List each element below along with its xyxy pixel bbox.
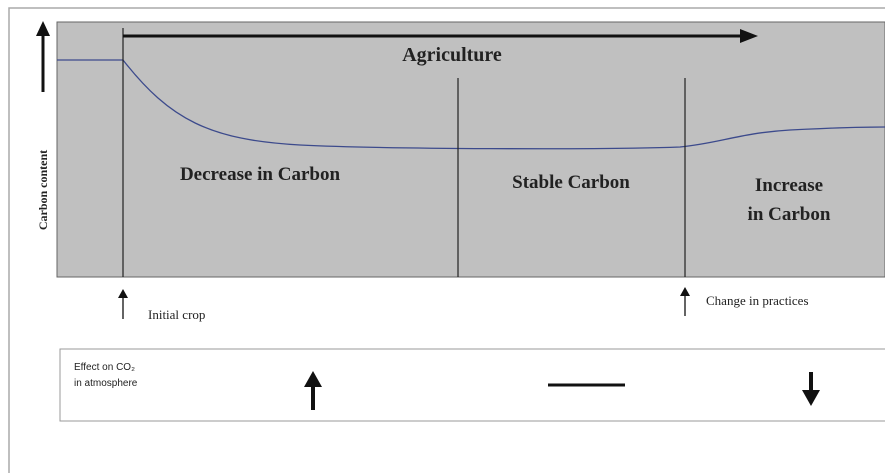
frame bbox=[8, 7, 885, 473]
arrow-head bbox=[118, 289, 128, 298]
arrow-head bbox=[802, 390, 820, 406]
phase-label: Decrease in Carbon bbox=[180, 164, 341, 185]
effect-label: in atmosphere bbox=[74, 378, 138, 389]
arrow-head bbox=[36, 21, 50, 36]
phase-label: in Carbon bbox=[748, 204, 831, 225]
effect-label: Effect on CO₂ bbox=[74, 362, 135, 373]
arrow-head bbox=[304, 371, 322, 387]
arrow-head bbox=[740, 29, 758, 43]
event-label: Initial crop bbox=[148, 307, 205, 322]
phase-label: Stable Carbon bbox=[512, 172, 630, 193]
effect-box bbox=[59, 348, 885, 422]
title: Agriculture bbox=[402, 44, 502, 66]
arrow-head bbox=[680, 287, 690, 296]
event-label: Change in practices bbox=[706, 293, 809, 308]
phase-label: Increase bbox=[755, 175, 823, 196]
y-axis-label: Carbon content bbox=[36, 150, 50, 230]
carbon-curve bbox=[57, 59, 885, 150]
plot-panel bbox=[56, 21, 885, 278]
